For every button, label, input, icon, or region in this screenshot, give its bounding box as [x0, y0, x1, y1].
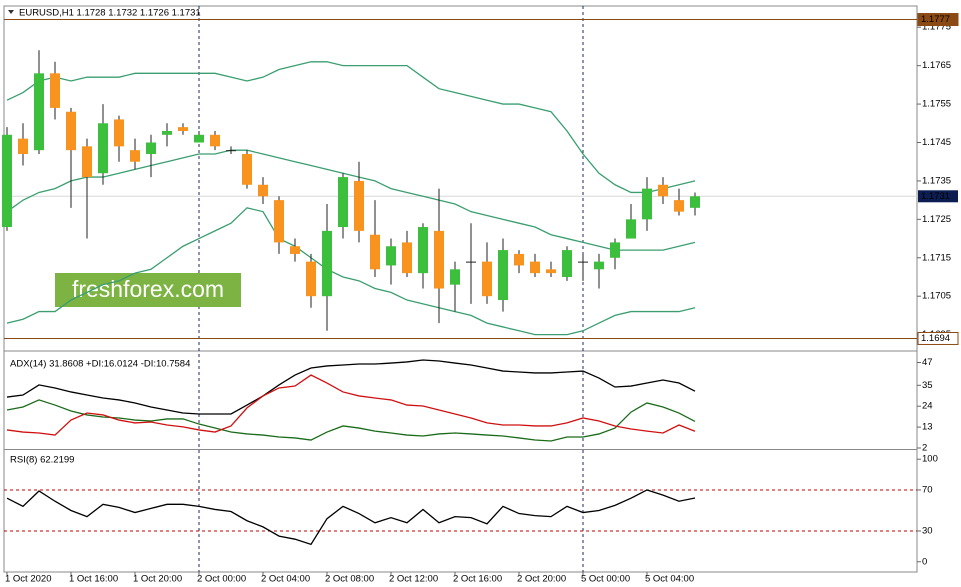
- y-tick-label: 1.1735: [922, 175, 951, 186]
- candle-body: [114, 119, 124, 147]
- candle-body: [498, 250, 508, 301]
- y-tick-label: 24: [922, 401, 933, 412]
- x-tick-label: 2 Oct 20:00: [517, 574, 566, 585]
- candle-body: [50, 73, 60, 108]
- candle-body: [258, 184, 268, 197]
- x-tick-label: 1 Oct 20:00: [133, 574, 182, 585]
- candle-body: [322, 230, 332, 297]
- candle-body: [594, 261, 604, 270]
- menu-arrow[interactable]: [8, 10, 14, 14]
- x-tick-label: 1 Oct 16:00: [69, 574, 118, 585]
- x-tick-label: 1 Oct 2020: [5, 574, 51, 585]
- band-line: [6, 61, 696, 194]
- y-tick-label: 30: [922, 525, 933, 536]
- chart-title: EURUSD,H1 1.1728 1.1732 1.1726 1.1731: [19, 8, 201, 19]
- candle-body: [130, 150, 140, 162]
- candle-body: [66, 111, 76, 151]
- level-tag-label: 1.1694: [921, 333, 950, 344]
- indicator-title: ADX(14) 31.8608 +DI:16.0124 -DI:10.7584: [10, 359, 190, 370]
- candle-body: [530, 261, 540, 274]
- x-tick-label: 2 Oct 12:00: [389, 574, 438, 585]
- candle-body: [2, 134, 12, 228]
- last-price-label: 1.1731: [921, 191, 950, 202]
- y-tick-label: 1.1725: [922, 214, 951, 225]
- candle-body: [626, 219, 636, 239]
- watermark-box: [55, 273, 241, 307]
- candle-body: [162, 130, 172, 135]
- candle-body: [546, 269, 556, 274]
- candle-body: [610, 242, 620, 258]
- indicator-line: [6, 489, 696, 546]
- level-tag: [917, 13, 959, 27]
- y-tick-label: 100: [922, 454, 938, 465]
- candle-body: [370, 234, 380, 270]
- candle-body: [82, 146, 92, 178]
- x-tick-label: 2 Oct 04:00: [261, 574, 310, 585]
- candle-body: [210, 134, 220, 147]
- y-tick-label: 1.1715: [922, 252, 951, 263]
- indicator-line: [6, 374, 696, 436]
- y-tick-label: 0: [922, 556, 927, 567]
- candle-body: [690, 196, 700, 208]
- candle-body: [674, 200, 684, 212]
- candle-body: [482, 261, 492, 297]
- candle-body: [434, 230, 444, 289]
- candle-body: [290, 246, 300, 254]
- candle-body: [658, 184, 668, 197]
- level-tag: [917, 331, 959, 345]
- candle-body: [466, 261, 476, 263]
- band-line: [6, 207, 696, 336]
- candle-body: [194, 134, 204, 143]
- candle-body: [578, 261, 588, 263]
- candle-body: [562, 250, 572, 277]
- x-tick-label: 2 Oct 08:00: [325, 574, 374, 585]
- candle-body: [514, 253, 524, 266]
- y-tick-label: 35: [922, 380, 933, 391]
- watermark: freshforex.com: [72, 276, 224, 302]
- indicator-line: [6, 359, 696, 415]
- candle-body: [226, 150, 236, 152]
- y-tick-label: 1.1775: [922, 22, 951, 33]
- last-price-tag: [918, 190, 958, 203]
- y-tick-label: 70: [922, 484, 933, 495]
- candle-body: [274, 200, 284, 243]
- y-tick-label: 1.1765: [922, 60, 951, 71]
- x-tick-label: 5 Oct 04:00: [645, 574, 694, 585]
- candle-body: [146, 142, 156, 155]
- y-tick-label: 1.1755: [922, 99, 951, 110]
- y-tick-label: 47: [922, 357, 933, 368]
- candle-body: [402, 242, 412, 274]
- candle-body: [242, 154, 252, 185]
- level-tag-label: 1.1777: [921, 14, 950, 25]
- y-tick-label: 1.1705: [922, 291, 951, 302]
- candle-body: [98, 123, 108, 174]
- x-tick-label: 5 Oct 00:00: [581, 574, 630, 585]
- candle-body: [34, 73, 44, 151]
- x-tick-label: 2 Oct 00:00: [197, 574, 246, 585]
- indicator-title: RSI(8) 62.2199: [10, 455, 74, 466]
- candle-body: [354, 180, 364, 231]
- indicator-line: [6, 399, 696, 442]
- y-tick-label: 1.1745: [922, 137, 951, 148]
- candle-body: [18, 138, 28, 155]
- candle-body: [178, 127, 188, 131]
- candle-body: [338, 177, 348, 228]
- band-line: [6, 149, 696, 251]
- candle-body: [450, 269, 460, 285]
- candle-body: [386, 246, 396, 266]
- candle-body: [306, 261, 316, 297]
- candle-body: [642, 188, 652, 220]
- x-tick-label: 2 Oct 16:00: [453, 574, 502, 585]
- y-tick-label: 2: [922, 443, 927, 454]
- chart-frame: [3, 5, 918, 573]
- candle-body: [418, 227, 428, 274]
- y-tick-label: 13: [922, 422, 933, 433]
